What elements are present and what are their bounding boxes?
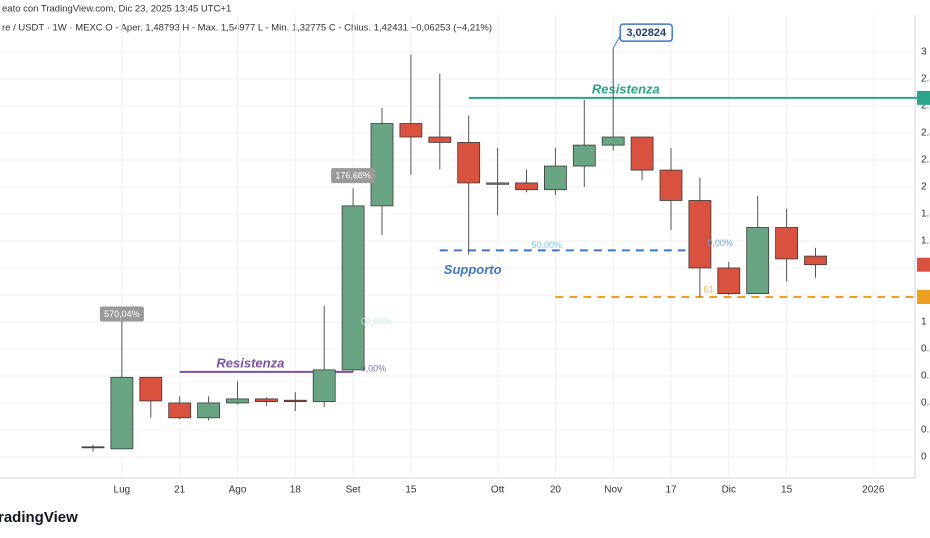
level-label: Resistenza — [592, 81, 660, 96]
y-tick-label: 0.8 — [921, 344, 930, 355]
legend-line: re / USDT · 1W · MEXC O - Aper. 1,48793 … — [2, 23, 492, 34]
x-tick-label: 15 — [781, 485, 793, 496]
candle-body — [457, 142, 481, 184]
candle-body — [370, 123, 394, 207]
y-tick-label: 1.8 — [921, 209, 930, 220]
y-tick-label: 0.6 — [921, 371, 930, 382]
max-label: 3,02824 — [626, 27, 667, 39]
candle-body — [254, 398, 278, 402]
note-box — [99, 306, 144, 322]
level-tag — [917, 90, 930, 105]
note-label: 50,00% — [531, 240, 562, 250]
candle-body — [659, 169, 683, 201]
x-tick-label: Set — [346, 485, 361, 496]
candle-body — [226, 398, 249, 404]
level-label: Resistenza — [216, 355, 284, 370]
candle-body — [544, 165, 567, 191]
candle-body — [197, 402, 221, 419]
brand-logo: radingView — [0, 509, 78, 526]
candle-body — [139, 376, 163, 402]
x-tick-label: 21 — [174, 485, 186, 496]
candle-body — [775, 227, 798, 260]
note-label: 570,04% — [104, 309, 140, 319]
candle-body — [688, 200, 712, 269]
y-tick-label: 3 — [921, 47, 927, 58]
note-label: 0,00% — [361, 364, 387, 374]
candle-body — [746, 227, 770, 295]
x-tick-label: Dic — [722, 485, 736, 496]
x-tick-label: 17 — [665, 485, 677, 496]
candle-body — [630, 136, 654, 171]
note-label: 0,00% — [707, 238, 733, 248]
y-tick-label: 2.4 — [921, 128, 930, 139]
candle-body — [601, 136, 625, 146]
note-label: 176,68% — [335, 171, 371, 181]
level-label: Supporto — [444, 262, 502, 277]
candle-body — [341, 205, 365, 371]
candle-body — [515, 182, 538, 191]
candle-body — [283, 399, 307, 402]
y-tick-label: 2.8 — [921, 74, 930, 85]
candle-body — [717, 267, 741, 295]
note-box — [331, 168, 376, 184]
x-tick-label: Ago — [229, 485, 247, 496]
candle-body — [399, 123, 423, 138]
x-tick-label: Ott — [491, 485, 505, 496]
y-tick-label: 0 — [921, 452, 927, 463]
y-tick-label: 0.4 — [921, 398, 930, 409]
y-tick-label: 0.2 — [921, 425, 930, 436]
x-tick-label: 20 — [550, 485, 562, 496]
x-tick-label: 2026 — [862, 485, 885, 496]
note-label: 00,00% — [361, 316, 392, 326]
y-tick-label: 2 — [921, 182, 927, 193]
candle-body — [110, 376, 134, 450]
candle-body — [428, 136, 452, 143]
candle-body — [81, 446, 105, 449]
x-tick-label: Nov — [604, 485, 622, 496]
x-tick-label: 15 — [405, 485, 417, 496]
candle-body — [572, 144, 596, 167]
last-price-tag — [917, 257, 930, 272]
header: eato con TradingView.com, Dic 23, 2025 1… — [2, 4, 231, 15]
candle-body — [168, 402, 192, 419]
candle-body — [312, 369, 336, 402]
candle-body — [804, 255, 827, 266]
x-tick-label: 18 — [290, 485, 302, 496]
max-box — [619, 23, 673, 42]
note-label: 61 — [704, 285, 714, 295]
candle-body — [486, 182, 510, 185]
y-tick-label: 1 — [921, 317, 927, 328]
y-tick-label: 2.6 — [921, 101, 930, 112]
y-tick-label: 2.2 — [921, 155, 930, 166]
y-tick-label: 1.6 — [921, 236, 930, 247]
x-tick-label: Lug — [114, 485, 131, 496]
level-tag — [917, 289, 930, 304]
